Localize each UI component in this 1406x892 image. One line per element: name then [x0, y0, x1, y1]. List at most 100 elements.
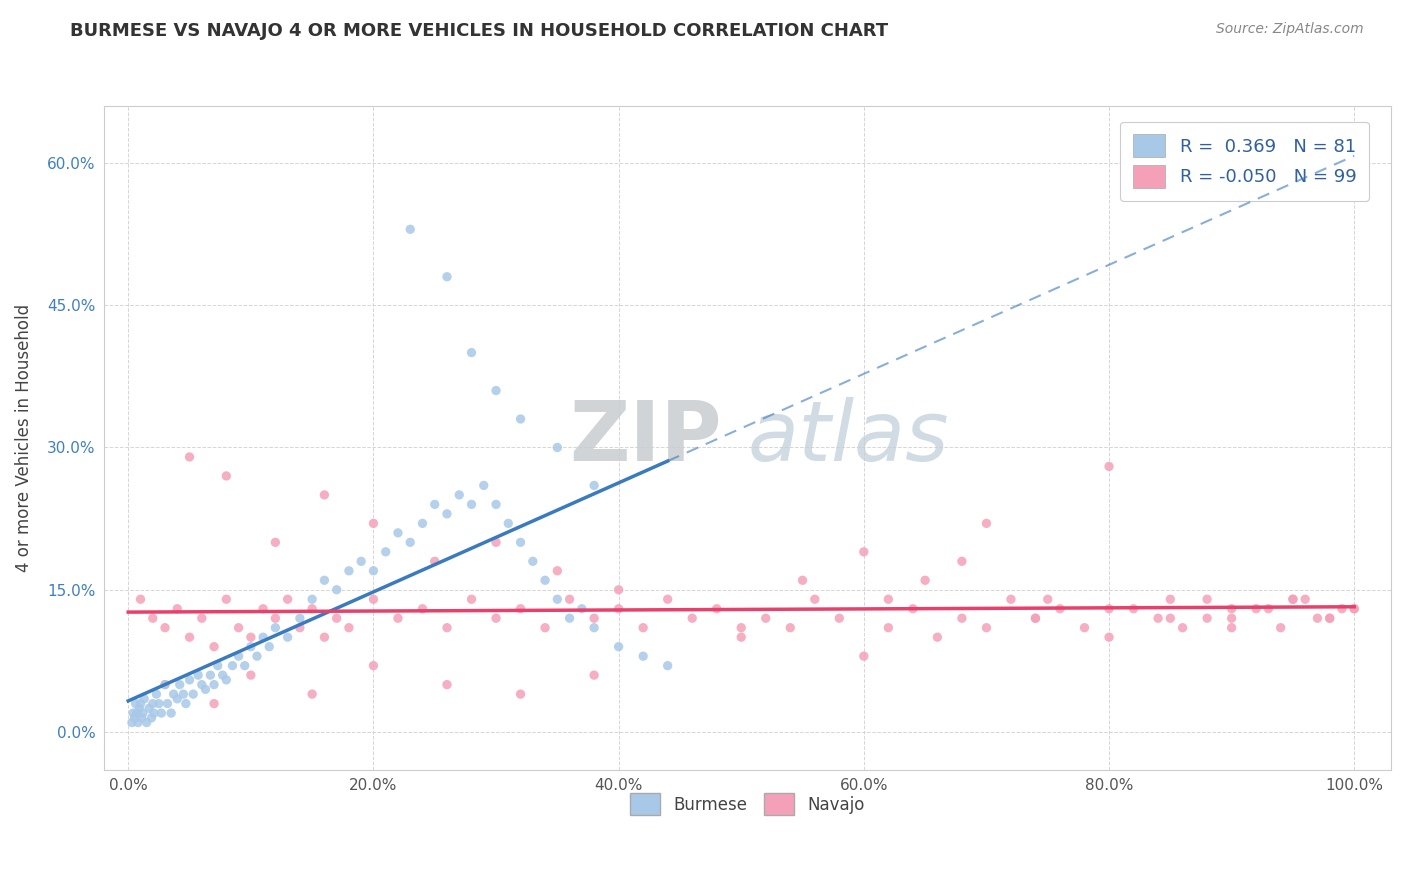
Point — [449, 488, 471, 502]
Point — [423, 497, 446, 511]
Point — [387, 525, 409, 540]
Point — [337, 621, 360, 635]
Point — [1197, 611, 1219, 625]
Point — [228, 621, 250, 635]
Point — [127, 715, 149, 730]
Point — [950, 611, 973, 625]
Text: BURMESE VS NAVAJO 4 OR MORE VEHICLES IN HOUSEHOLD CORRELATION CHART: BURMESE VS NAVAJO 4 OR MORE VEHICLES IN … — [70, 22, 889, 40]
Point — [215, 592, 238, 607]
Point — [399, 535, 422, 549]
Point — [877, 621, 900, 635]
Point — [142, 611, 165, 625]
Point — [411, 601, 433, 615]
Point — [141, 711, 163, 725]
Point — [129, 592, 152, 607]
Point — [460, 497, 482, 511]
Point — [583, 611, 606, 625]
Point — [730, 630, 752, 644]
Point — [631, 649, 654, 664]
Point — [779, 621, 801, 635]
Point — [301, 601, 323, 615]
Point — [301, 592, 323, 607]
Point — [363, 658, 385, 673]
Point — [387, 611, 409, 625]
Point — [914, 574, 936, 588]
Point — [472, 478, 495, 492]
Point — [239, 630, 262, 644]
Point — [134, 691, 156, 706]
Point — [264, 611, 287, 625]
Text: ZIP: ZIP — [569, 398, 721, 478]
Point — [460, 592, 482, 607]
Point — [1197, 592, 1219, 607]
Point — [546, 592, 568, 607]
Point — [160, 706, 183, 720]
Point — [485, 535, 508, 549]
Point — [498, 516, 520, 531]
Point — [246, 649, 269, 664]
Point — [950, 554, 973, 568]
Point — [607, 640, 630, 654]
Point — [1036, 592, 1059, 607]
Point — [509, 535, 531, 549]
Point — [1343, 601, 1365, 615]
Point — [423, 554, 446, 568]
Point — [202, 697, 225, 711]
Point — [124, 697, 146, 711]
Point — [239, 668, 262, 682]
Point — [132, 706, 155, 720]
Point — [314, 630, 336, 644]
Point — [264, 621, 287, 635]
Point — [607, 582, 630, 597]
Point — [252, 601, 274, 615]
Point — [436, 269, 458, 284]
Point — [166, 691, 188, 706]
Point — [145, 687, 167, 701]
Point — [1220, 611, 1243, 625]
Point — [436, 507, 458, 521]
Point — [1171, 621, 1194, 635]
Point — [314, 488, 336, 502]
Point — [828, 611, 851, 625]
Point — [1024, 611, 1046, 625]
Point — [1330, 601, 1353, 615]
Point — [363, 516, 385, 531]
Point — [1294, 592, 1316, 607]
Point — [792, 574, 814, 588]
Point — [187, 668, 209, 682]
Point — [135, 715, 157, 730]
Point — [485, 497, 508, 511]
Point — [233, 658, 256, 673]
Point — [325, 582, 347, 597]
Point — [1319, 611, 1341, 625]
Point — [239, 640, 262, 654]
Point — [202, 640, 225, 654]
Point — [215, 673, 238, 687]
Point — [631, 621, 654, 635]
Point — [221, 658, 243, 673]
Point — [301, 687, 323, 701]
Point — [156, 697, 179, 711]
Point — [1122, 601, 1144, 615]
Point — [901, 601, 924, 615]
Point — [1270, 621, 1292, 635]
Point — [1098, 459, 1121, 474]
Point — [264, 535, 287, 549]
Point — [143, 706, 166, 720]
Point — [131, 711, 153, 725]
Point — [534, 574, 557, 588]
Point — [181, 687, 204, 701]
Point — [1159, 611, 1181, 625]
Point — [288, 611, 311, 625]
Point — [129, 697, 152, 711]
Point — [337, 564, 360, 578]
Point — [363, 564, 385, 578]
Point — [277, 592, 299, 607]
Point — [207, 658, 229, 673]
Point — [288, 621, 311, 635]
Point — [150, 706, 173, 720]
Point — [509, 412, 531, 426]
Point — [1159, 592, 1181, 607]
Point — [522, 554, 544, 568]
Point — [730, 621, 752, 635]
